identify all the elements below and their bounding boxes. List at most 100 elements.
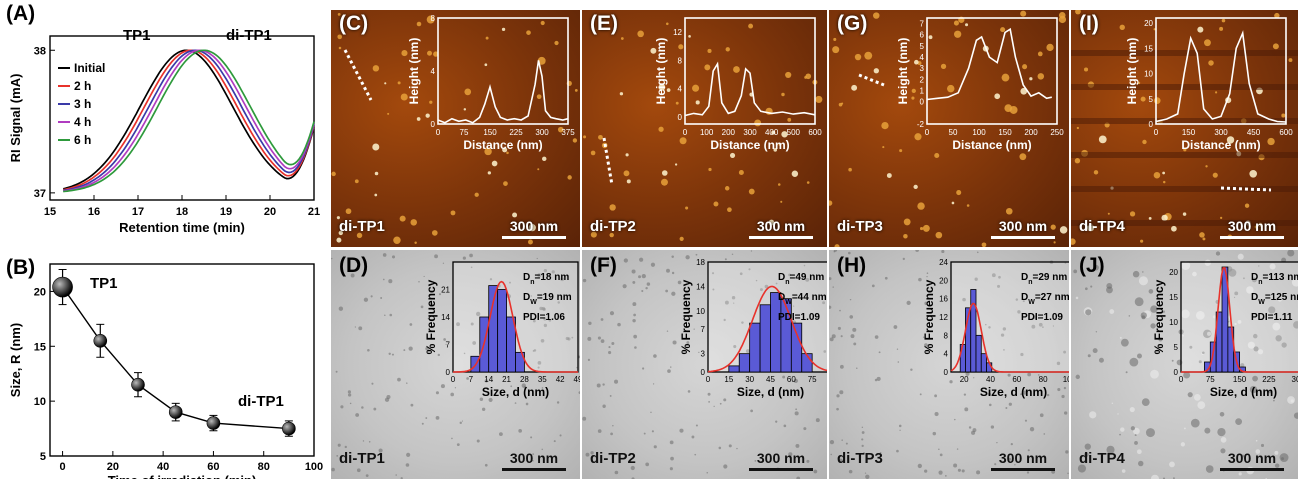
tem-particle	[391, 255, 396, 259]
afm-particle	[804, 75, 808, 79]
afm-particle	[1076, 126, 1080, 130]
tem-particle	[849, 315, 854, 319]
y-tick-label: 5	[40, 451, 46, 463]
legend-entry: 3 h	[74, 97, 91, 111]
tem-particle	[1158, 337, 1163, 342]
inset-x-tick-label: 225	[509, 128, 523, 137]
inset-x-tick-label: 75	[808, 375, 817, 384]
tem-particle	[409, 323, 413, 326]
afm-particle	[1074, 158, 1081, 164]
afm-scan-line	[1071, 220, 1298, 226]
tem-particle	[919, 393, 922, 396]
inset-y-tick-label: 4	[431, 67, 436, 76]
histogram-bar	[759, 304, 771, 373]
tem-particle	[380, 297, 383, 300]
inset-x-tick-label: 450	[1247, 128, 1261, 137]
tem-particle	[541, 387, 544, 389]
tem-particle	[470, 266, 473, 269]
tem-particle	[906, 300, 911, 306]
tem-particle	[997, 284, 1001, 288]
x-tick-label: 21	[308, 206, 320, 218]
data-point	[206, 416, 221, 430]
afm-particle	[542, 156, 547, 162]
afm-particle	[1019, 153, 1027, 161]
afm-particle	[625, 153, 629, 157]
tem-particle	[405, 463, 410, 467]
inset-y-tick-label: 20	[1169, 268, 1178, 277]
tem-particle	[523, 385, 527, 389]
afm-particle	[781, 131, 788, 138]
tem-particle	[878, 351, 881, 354]
afm-particle	[815, 95, 823, 103]
tem-particle	[750, 250, 753, 252]
scale-bar: 300 nm	[749, 450, 813, 471]
tem-particle	[533, 349, 537, 352]
tem-particle	[988, 326, 991, 329]
tem-particle	[861, 438, 864, 441]
afm-particle	[567, 175, 572, 180]
inset-y-tick-label: 10	[696, 307, 705, 316]
afm-particle	[851, 84, 858, 91]
tem-particle	[861, 431, 865, 434]
tem-particle	[669, 440, 674, 445]
tem-particle	[788, 273, 791, 277]
tem-particle	[863, 452, 865, 454]
tem-particle	[972, 428, 977, 432]
x-tick-label: 0	[60, 461, 66, 473]
histogram-bar	[970, 289, 977, 373]
afm-particle	[1171, 225, 1177, 232]
afm-particle	[914, 133, 922, 141]
inset-x-tick-label: 200	[722, 128, 736, 137]
afm-particle	[1140, 239, 1144, 243]
histogram-bar	[790, 322, 803, 373]
y-tick-label: 37	[34, 188, 46, 200]
afm-particle	[707, 48, 712, 54]
tem-particle	[672, 340, 677, 345]
tem-particle	[633, 334, 638, 339]
afm-particle	[954, 30, 962, 38]
tem-particle	[650, 411, 652, 414]
tem-particle	[1125, 371, 1128, 374]
afm-particle	[1098, 135, 1107, 144]
tem-particle	[707, 392, 711, 396]
inset-x-tick-label: 7	[469, 375, 474, 384]
tem-particle	[926, 272, 929, 274]
tem-particle	[1169, 461, 1175, 468]
tem-particle	[597, 336, 601, 340]
tem-particle	[1095, 331, 1098, 333]
afm-particle	[464, 88, 472, 96]
scale-bar-line	[991, 468, 1055, 471]
inset-x-tick-label: 49	[574, 375, 580, 384]
tem-particle	[1132, 270, 1140, 278]
tem-particle	[340, 405, 344, 409]
tem-particle	[1020, 393, 1023, 396]
tem-particle	[994, 463, 997, 466]
inset-x-tick-label: 60	[1012, 375, 1021, 384]
tem-particle	[733, 302, 735, 304]
afm-particle	[1288, 58, 1293, 63]
afm-particle	[848, 167, 852, 172]
inset-y-tick-label: 16	[939, 295, 948, 304]
series-line-3-h	[63, 49, 315, 192]
tem-particle	[645, 286, 648, 290]
tem-particle	[370, 295, 373, 298]
inset-x-tick-label: 0	[706, 375, 711, 384]
afm-particle	[1281, 113, 1286, 118]
x-tick-label: 20	[107, 461, 119, 473]
tem-particle	[1215, 251, 1221, 256]
tem-particle	[420, 305, 424, 309]
tem-particle	[915, 250, 919, 252]
tem-particle	[403, 349, 406, 352]
afm-particle	[374, 171, 379, 176]
tem-particle	[587, 336, 592, 341]
afm-particle	[626, 179, 631, 184]
inset-x-tick-label: 75	[1206, 375, 1215, 384]
tem-particle	[537, 361, 542, 365]
tem-particle	[671, 291, 676, 296]
tem-particle	[775, 282, 778, 285]
y-tick-label: 20	[34, 286, 46, 298]
stat-dn: Dn=49 nm	[778, 272, 824, 286]
y-axis-label: RI Signal (mA)	[8, 74, 23, 163]
plot-frame	[49, 263, 315, 457]
tem-particle	[1015, 298, 1019, 301]
